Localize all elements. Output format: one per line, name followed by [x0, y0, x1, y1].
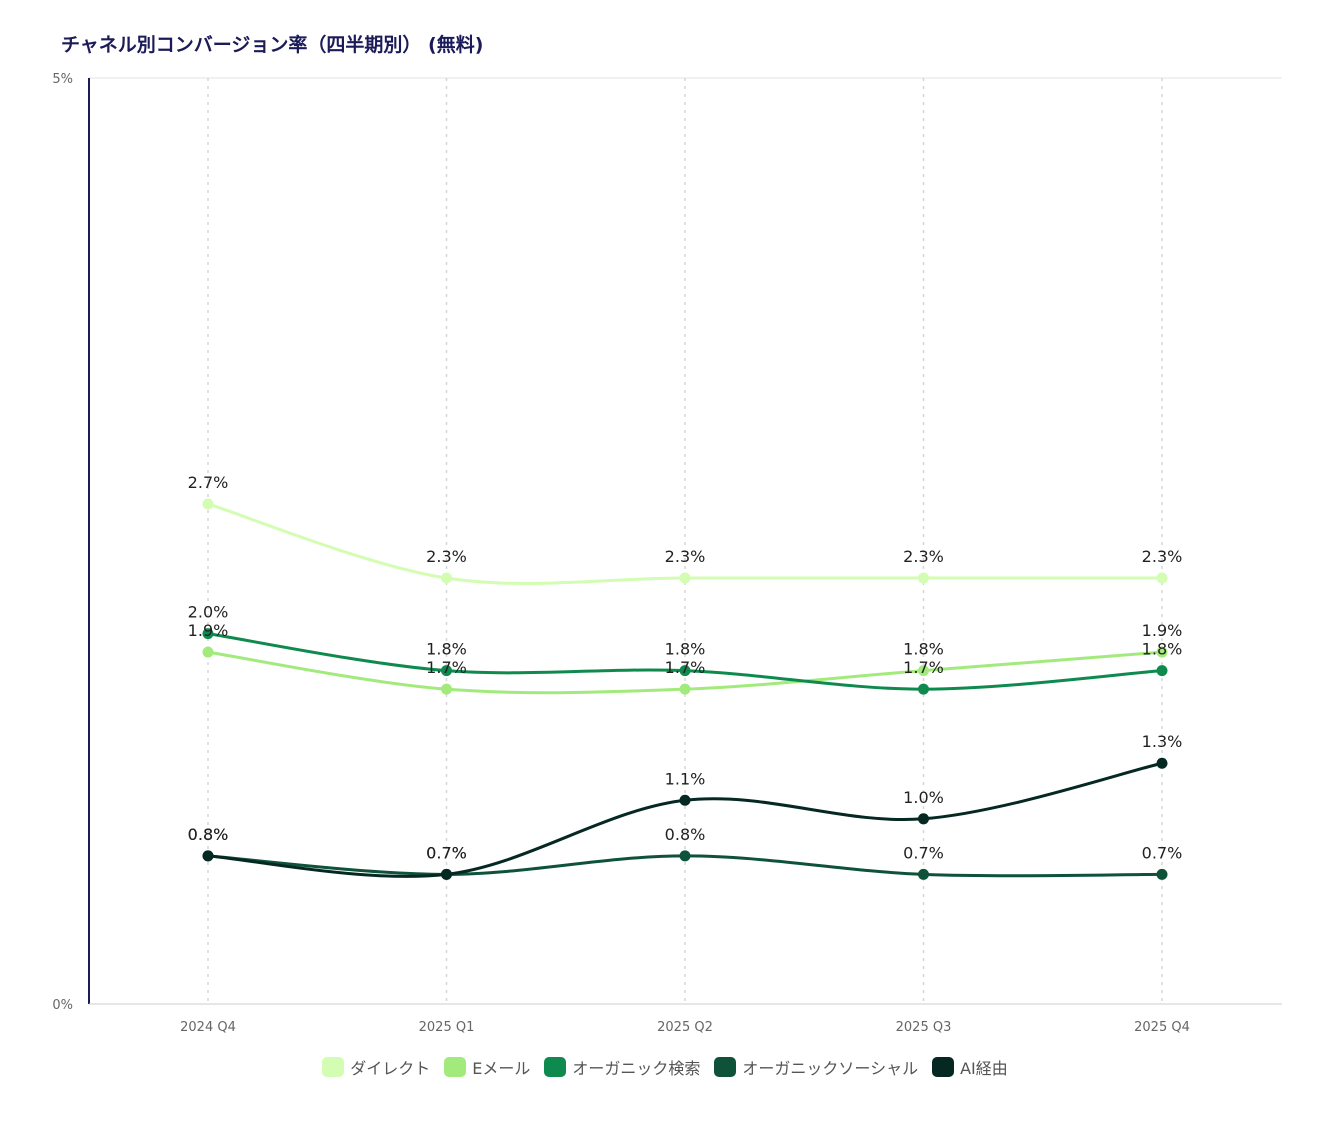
data-point[interactable]: [679, 794, 691, 806]
legend-item[interactable]: AI経由: [932, 1055, 1008, 1079]
data-point[interactable]: [918, 813, 929, 825]
data-point[interactable]: [202, 850, 214, 862]
legend-item[interactable]: オーガニックソーシャル: [714, 1055, 918, 1079]
y-tick-label-max: 5%: [52, 72, 73, 87]
data-label: 1.1%: [665, 769, 706, 788]
data-label: 1.3%: [1142, 732, 1183, 751]
data-point[interactable]: [679, 850, 691, 862]
series-points: [202, 498, 1168, 880]
data-label: 0.8%: [188, 825, 229, 844]
data-label: 0.8%: [665, 825, 706, 844]
data-point[interactable]: [679, 665, 691, 677]
data-label: 1.9%: [1142, 621, 1183, 640]
data-point[interactable]: [202, 646, 214, 658]
data-label: 1.8%: [1142, 640, 1183, 659]
data-label: 1.8%: [665, 640, 706, 659]
x-tick-label: 2024 Q4: [180, 1020, 236, 1035]
x-tick-labels: 2024 Q4 2025 Q1 2025 Q2 2025 Q3 2025 Q4: [180, 1020, 1190, 1035]
data-labels: 2.7%2.3% 2.3% 2.3% 2.3%1.9%1.7% 1.7%1.8%1.9%…: [188, 473, 1183, 862]
legend-label: ダイレクト: [350, 1059, 431, 1078]
data-label: 0.8%: [188, 825, 229, 844]
legend-swatch: [932, 1057, 955, 1077]
x-tick-label: 2025 Q1: [419, 1020, 475, 1035]
legend-label: オーガニックソーシャル: [742, 1059, 919, 1078]
y-tick-label-min: 0%: [52, 998, 73, 1013]
legend-label: AI経由: [960, 1059, 1008, 1078]
data-label: 1.8%: [426, 640, 467, 659]
line-chart: 5% 0% 2024 Q4 2025 Q1 2025 Q2 2025 Q3 2025 Q…: [52, 72, 1282, 1035]
chart-title: チャネル別コンバージョン率（四半期別） (無料): [61, 34, 484, 56]
data-point[interactable]: [1156, 868, 1168, 880]
legend-swatch: [322, 1057, 345, 1077]
data-point[interactable]: [441, 683, 452, 695]
legend-swatch: [714, 1057, 737, 1077]
x-tick-label: 2025 Q4: [1134, 1020, 1190, 1035]
data-label: 2.3%: [903, 547, 944, 566]
data-label: 1.8%: [903, 640, 944, 659]
data-point[interactable]: [679, 683, 691, 695]
data-label: 0.7%: [426, 843, 467, 862]
legend-item[interactable]: Eメール: [444, 1055, 530, 1079]
data-point[interactable]: [918, 683, 929, 695]
data-point[interactable]: [441, 868, 452, 880]
legend-item[interactable]: オーガニック検索: [544, 1055, 700, 1079]
x-tick-label: 2025 Q3: [896, 1020, 952, 1035]
legend-label: Eメール: [472, 1059, 531, 1078]
data-point[interactable]: [918, 665, 929, 677]
data-point[interactable]: [918, 572, 929, 584]
legend-item[interactable]: ダイレクト: [322, 1055, 430, 1079]
data-point[interactable]: [202, 628, 214, 640]
data-label: 0.7%: [426, 843, 467, 862]
data-point[interactable]: [441, 572, 452, 584]
data-label: 2.3%: [1142, 547, 1183, 566]
data-point[interactable]: [679, 572, 691, 584]
data-point[interactable]: [1156, 757, 1168, 769]
data-point[interactable]: [1156, 646, 1168, 658]
x-tick-label: 2025 Q2: [657, 1020, 713, 1035]
data-label: 2.0%: [188, 603, 229, 622]
data-label: 1.9%: [188, 621, 229, 640]
data-label: 0.7%: [1142, 843, 1183, 862]
data-label: 2.3%: [426, 547, 467, 566]
data-label: 0.7%: [903, 843, 944, 862]
data-label: 2.3%: [665, 547, 706, 566]
data-point[interactable]: [1156, 665, 1168, 677]
data-label: 1.7%: [665, 658, 706, 677]
data-label: 1.0%: [903, 788, 944, 807]
data-point[interactable]: [1156, 572, 1168, 584]
data-label: 1.7%: [903, 658, 944, 677]
legend-swatch: [544, 1057, 567, 1077]
data-label: 1.7%: [426, 658, 467, 677]
legend: ダイレクト Eメール オーガニック検索 オーガニックソーシャル AI経由: [0, 1055, 1330, 1079]
legend-label: オーガニック検索: [572, 1059, 701, 1078]
legend-swatch: [444, 1057, 467, 1077]
data-label: 2.7%: [188, 473, 229, 492]
grid-layer: [89, 77, 1282, 1004]
data-point[interactable]: [441, 665, 452, 677]
data-point[interactable]: [202, 498, 214, 510]
data-point[interactable]: [918, 868, 929, 880]
